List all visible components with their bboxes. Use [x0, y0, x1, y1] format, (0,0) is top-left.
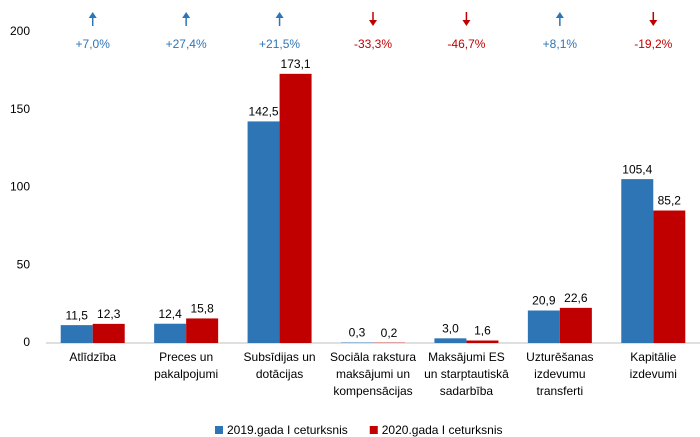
data-label: 0,3 — [349, 326, 366, 340]
change-arrow — [182, 12, 191, 26]
data-label: 12,3 — [97, 307, 121, 321]
data-label: 22,6 — [564, 291, 588, 305]
y-tick-label: 150 — [10, 102, 30, 116]
y-tick-label: 50 — [17, 257, 31, 271]
data-label: 173,1 — [281, 57, 311, 71]
legend-label: 2020.gada I ceturksnis — [382, 423, 503, 437]
bar — [434, 338, 467, 343]
change-label: -33,3% — [354, 37, 392, 51]
x-tick-label: Atlīdzība — [69, 350, 116, 364]
x-tick-label: Uzturēšanas izdevumu transferti — [526, 350, 593, 398]
y-tick-label: 0 — [23, 335, 30, 349]
data-label: 12,4 — [158, 307, 182, 321]
legend-swatch — [215, 426, 223, 434]
data-label: 105,4 — [622, 162, 652, 176]
legend-swatch — [369, 426, 378, 434]
change-arrow — [555, 12, 564, 26]
data-label: 142,5 — [249, 105, 279, 119]
x-tick-label: Kapitālie izdevumi — [630, 350, 677, 381]
data-label: 3,0 — [442, 322, 459, 336]
change-arrow — [462, 12, 471, 26]
change-label: -46,7% — [447, 37, 485, 51]
bar — [527, 310, 560, 343]
change-arrow — [88, 12, 97, 26]
change-label: +8,1% — [543, 37, 578, 51]
bar — [559, 307, 592, 343]
data-label: 15,8 — [190, 302, 214, 316]
bar — [653, 210, 686, 343]
change-label: +21,5% — [259, 37, 300, 51]
bar — [621, 179, 654, 343]
x-tick-label: Preces un pakalpojumi — [154, 350, 218, 381]
change-label: -19,2% — [634, 37, 672, 51]
legend-label: 2019.gada I ceturksnis — [227, 423, 348, 437]
data-label: 20,9 — [532, 294, 556, 308]
x-tick-label: Subsīdijas un dotācijas — [244, 350, 316, 381]
x-tick-label: Sociāla rakstura maksājumi un kompensācija… — [330, 350, 416, 398]
change-arrow — [369, 12, 377, 26]
bar — [92, 323, 125, 343]
bar — [60, 325, 93, 343]
bar — [186, 318, 219, 343]
y-tick-label: 100 — [10, 180, 30, 194]
bar — [466, 340, 499, 343]
bar — [154, 323, 187, 343]
change-arrow — [275, 12, 284, 26]
data-label: 11,5 — [65, 308, 88, 322]
data-label: 0,2 — [381, 326, 398, 340]
change-label: +27,4% — [166, 37, 207, 51]
change-label: +7,0% — [76, 37, 111, 51]
bar — [279, 73, 312, 343]
y-tick-label: 200 — [10, 24, 30, 38]
data-label: 1,6 — [474, 324, 491, 338]
bar — [247, 121, 280, 343]
x-tick-label: Maksājumi ES un starptautiskā sadarbība — [424, 350, 509, 398]
change-arrow — [649, 12, 658, 26]
data-label: 85,2 — [658, 194, 682, 208]
